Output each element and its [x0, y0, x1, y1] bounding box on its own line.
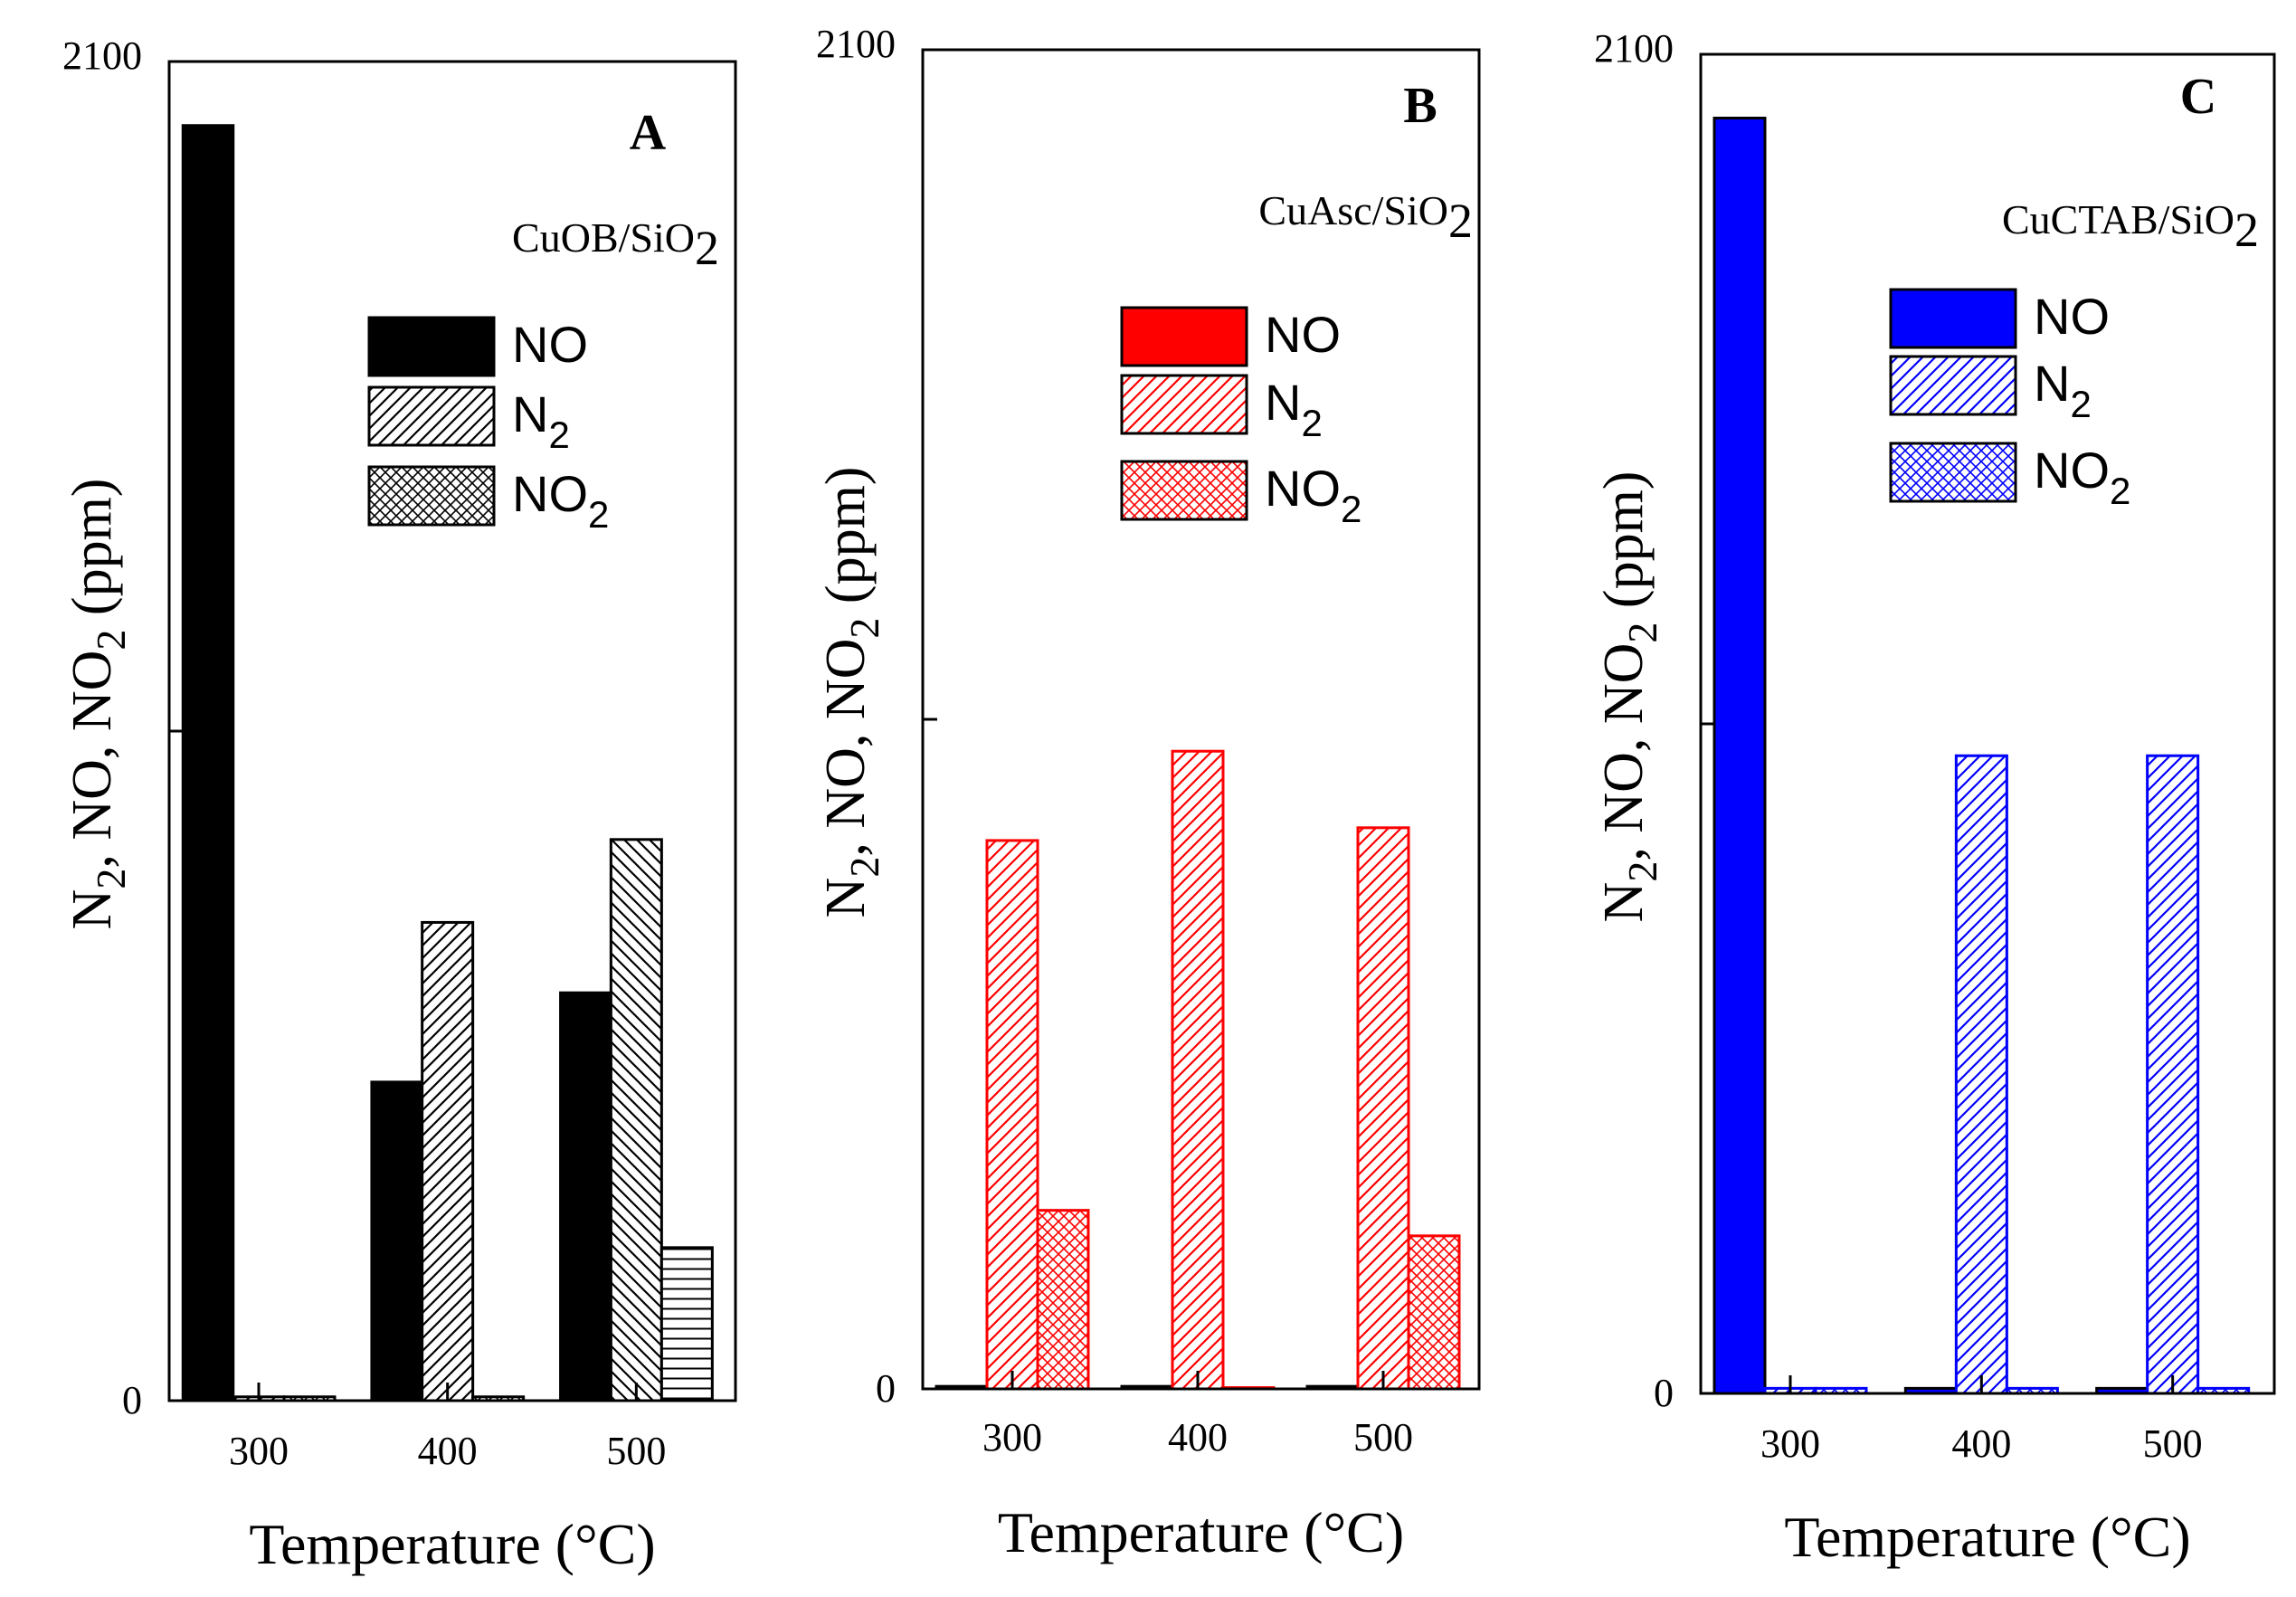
legend-label: NO2 — [2034, 442, 2130, 512]
bar-n2-400 — [1171, 749, 1225, 1391]
panel-letter: B — [1403, 78, 1437, 134]
panel-B: 300 400 500 0 2100 B CuAsc/SiO2 NO N2 NO2 Temperat… — [815, 22, 1481, 1564]
bar-n2-500 — [2146, 754, 2199, 1395]
legend-swatch-n2 — [367, 385, 496, 447]
bar-n2-500 — [610, 838, 663, 1402]
y-axis-label: N2, NO, NO2 (ppm) — [815, 467, 887, 918]
legend-swatch-no2 — [1120, 460, 1248, 521]
legend-swatch-n2 — [1120, 374, 1248, 435]
bar-no2-300 — [1036, 1209, 1090, 1391]
x-tick-label: 500 — [606, 1429, 666, 1473]
x-tick-label: 500 — [2143, 1421, 2203, 1466]
bar-n2-500 — [1356, 826, 1410, 1391]
legend-swatch-n2 — [1889, 355, 2017, 416]
y-tick-label: 0 — [876, 1366, 896, 1411]
panel-subtitle: CuOB/SiO2 — [512, 214, 719, 275]
y-tick-label: 2100 — [1594, 26, 1674, 71]
legend-swatch-no — [1889, 288, 2017, 349]
y-tick-label: 0 — [122, 1378, 142, 1422]
x-axis-label: Temperature (°C) — [1784, 1505, 2190, 1569]
y-tick-label: 2100 — [816, 22, 896, 66]
panel-subtitle: CuAsc/SiO2 — [1258, 187, 1473, 248]
bar-no-300 — [181, 124, 235, 1402]
y-tick-label: 0 — [1654, 1371, 1674, 1415]
bar-no2-500 — [660, 1246, 714, 1402]
y-axis-label: N2, NO, NO2 (ppm) — [62, 479, 134, 930]
bar-no-500 — [559, 991, 612, 1402]
bar-no2-500 — [1407, 1234, 1461, 1391]
legend-label: N2 — [1265, 374, 1323, 444]
legend-label: NO2 — [1265, 460, 1361, 530]
x-axis-label: Temperature (°C) — [998, 1500, 1404, 1564]
panel-C: 300 400 500 0 2100 C CuCTAB/SiO2 NO N2 NO2 Tempera… — [1593, 26, 2276, 1569]
bar-n2-300 — [985, 839, 1039, 1391]
y-tick-label: 2100 — [62, 33, 142, 78]
legend-swatch-no — [367, 316, 496, 377]
legend-swatch-no — [1120, 306, 1248, 367]
y-axis-label: N2, NO, NO2 (ppm) — [1593, 471, 1665, 923]
legend-label: NO — [512, 316, 588, 373]
bar-no-400 — [370, 1080, 423, 1402]
legend-swatch-no2 — [1889, 442, 2017, 503]
x-tick-label: 300 — [982, 1415, 1042, 1459]
panel-letter: C — [2180, 69, 2216, 125]
legend-swatch-no2 — [367, 465, 496, 527]
legend-label: N2 — [512, 385, 570, 456]
bar-n2-400 — [1955, 754, 2008, 1395]
x-tick-label: 400 — [1168, 1415, 1228, 1459]
x-tick-label: 300 — [1760, 1421, 1820, 1466]
legend-label: NO — [1265, 306, 1341, 363]
bar-n2-400 — [421, 921, 474, 1402]
legend-label: N2 — [2034, 355, 2092, 425]
panel-letter: A — [630, 105, 667, 161]
legend-label: NO2 — [512, 465, 609, 536]
x-tick-label: 400 — [418, 1429, 478, 1473]
panel-subtitle: CuCTAB/SiO2 — [2002, 196, 2259, 257]
bar-no-300 — [1713, 116, 1767, 1395]
legend-label: NO — [2034, 288, 2110, 345]
x-tick-label: 400 — [1951, 1421, 2011, 1466]
x-tick-label: 500 — [1353, 1415, 1413, 1459]
panel-A: 300 400 500 0 2100 A CuOB/SiO2 NO N2 NO2 Temperatu… — [62, 33, 737, 1576]
x-tick-label: 300 — [229, 1429, 289, 1473]
x-axis-label: Temperature (°C) — [249, 1512, 655, 1576]
